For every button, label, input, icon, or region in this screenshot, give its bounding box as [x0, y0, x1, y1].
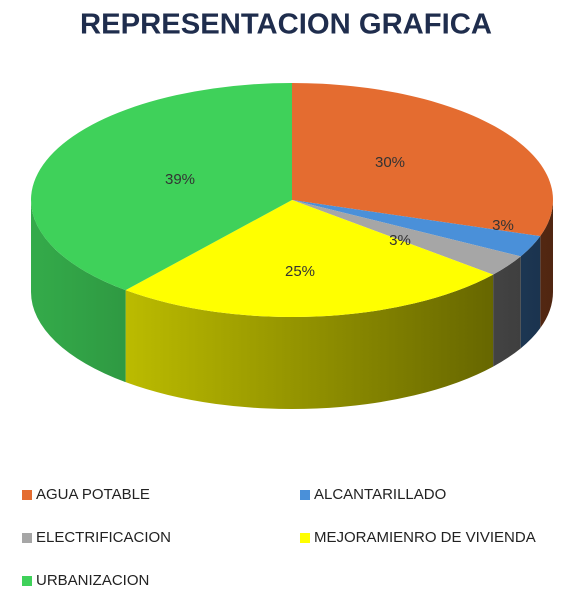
legend-label: ELECTRIFICACION — [36, 529, 171, 546]
data-label: 30% — [375, 154, 405, 171]
slice-side — [31, 200, 126, 383]
chart-title: REPRESENTACION GRAFICA — [80, 9, 492, 41]
slice-side — [125, 274, 494, 409]
legend-swatch — [22, 533, 32, 543]
data-label: 25% — [285, 263, 315, 280]
slice-side — [540, 200, 553, 329]
slice — [30, 83, 293, 291]
legend-swatch — [300, 490, 310, 500]
legend-label: URBANIZACION — [36, 572, 149, 589]
slice-side — [520, 236, 541, 349]
legend-label: MEJORAMIENRO DE VIVIENDA — [314, 529, 536, 546]
legend-label: AGUA POTABLE — [36, 486, 150, 503]
slice — [125, 200, 494, 317]
data-label: 3% — [492, 217, 514, 234]
legend-swatch — [22, 576, 32, 586]
slice-side — [493, 256, 521, 367]
slice — [292, 200, 521, 275]
data-label: 39% — [165, 171, 195, 188]
slice — [292, 200, 541, 257]
data-label: 3% — [389, 232, 411, 249]
legend-swatch — [22, 490, 32, 500]
legend-swatch — [300, 533, 310, 543]
legend-label: ALCANTARILLADO — [314, 486, 446, 503]
slice — [292, 83, 553, 237]
